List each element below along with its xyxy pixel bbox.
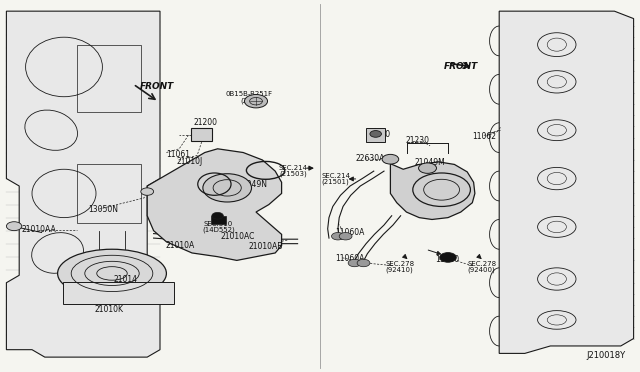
Polygon shape bbox=[191, 128, 212, 141]
Circle shape bbox=[348, 259, 361, 267]
Circle shape bbox=[203, 174, 252, 202]
Text: 21014: 21014 bbox=[114, 275, 138, 283]
Circle shape bbox=[141, 188, 154, 195]
Text: SEC.278: SEC.278 bbox=[385, 261, 415, 267]
Text: FRONT: FRONT bbox=[140, 82, 174, 91]
Bar bbox=[77, 164, 141, 223]
Text: SEC.214: SEC.214 bbox=[278, 165, 307, 171]
Circle shape bbox=[6, 222, 22, 231]
Text: 21049M: 21049M bbox=[415, 158, 445, 167]
Text: 22630A: 22630A bbox=[356, 154, 385, 163]
Circle shape bbox=[244, 94, 268, 108]
Text: 11062: 11062 bbox=[472, 132, 497, 141]
Circle shape bbox=[212, 212, 223, 219]
Text: 21200: 21200 bbox=[193, 118, 218, 126]
Polygon shape bbox=[6, 11, 160, 357]
Circle shape bbox=[332, 232, 344, 240]
Text: 21010A: 21010A bbox=[165, 241, 195, 250]
Text: 21010AA: 21010AA bbox=[22, 225, 56, 234]
Text: SEC.278: SEC.278 bbox=[467, 261, 497, 267]
Text: 21010K: 21010K bbox=[95, 305, 124, 314]
Text: J210018Y: J210018Y bbox=[587, 351, 626, 360]
Text: 11060A: 11060A bbox=[335, 228, 365, 237]
Text: 13050N: 13050N bbox=[88, 205, 118, 214]
Text: 21010J: 21010J bbox=[177, 157, 203, 166]
Polygon shape bbox=[147, 149, 282, 260]
Text: 11061: 11061 bbox=[166, 150, 191, 159]
Text: (14D552): (14D552) bbox=[202, 227, 235, 233]
Text: 11060: 11060 bbox=[435, 255, 460, 264]
Circle shape bbox=[370, 131, 381, 137]
Circle shape bbox=[357, 259, 370, 267]
Text: 13049N: 13049N bbox=[237, 180, 267, 189]
Circle shape bbox=[382, 154, 399, 164]
Circle shape bbox=[419, 163, 436, 173]
Text: FRONT: FRONT bbox=[444, 62, 479, 71]
Text: (92410): (92410) bbox=[385, 267, 413, 273]
FancyBboxPatch shape bbox=[211, 216, 226, 224]
Text: 11060A: 11060A bbox=[335, 254, 365, 263]
Ellipse shape bbox=[58, 249, 166, 298]
Text: 21010AB: 21010AB bbox=[248, 242, 283, 251]
FancyBboxPatch shape bbox=[63, 282, 174, 304]
Text: 22630: 22630 bbox=[366, 130, 390, 139]
Text: (92400): (92400) bbox=[467, 267, 495, 273]
Text: (21501): (21501) bbox=[321, 179, 349, 185]
Polygon shape bbox=[499, 11, 634, 353]
Text: SEC.310: SEC.310 bbox=[204, 221, 233, 227]
Text: 21010AC: 21010AC bbox=[220, 232, 255, 241]
Polygon shape bbox=[390, 162, 475, 219]
Text: (2): (2) bbox=[240, 98, 250, 105]
Bar bbox=[77, 45, 141, 112]
Text: SEC.214: SEC.214 bbox=[321, 173, 350, 179]
Text: 21230: 21230 bbox=[406, 136, 430, 145]
Text: (21503): (21503) bbox=[280, 171, 307, 177]
Text: 0B15B-B251F: 0B15B-B251F bbox=[225, 91, 273, 97]
Bar bbox=[366, 128, 385, 142]
Circle shape bbox=[339, 232, 352, 240]
Circle shape bbox=[440, 253, 456, 262]
